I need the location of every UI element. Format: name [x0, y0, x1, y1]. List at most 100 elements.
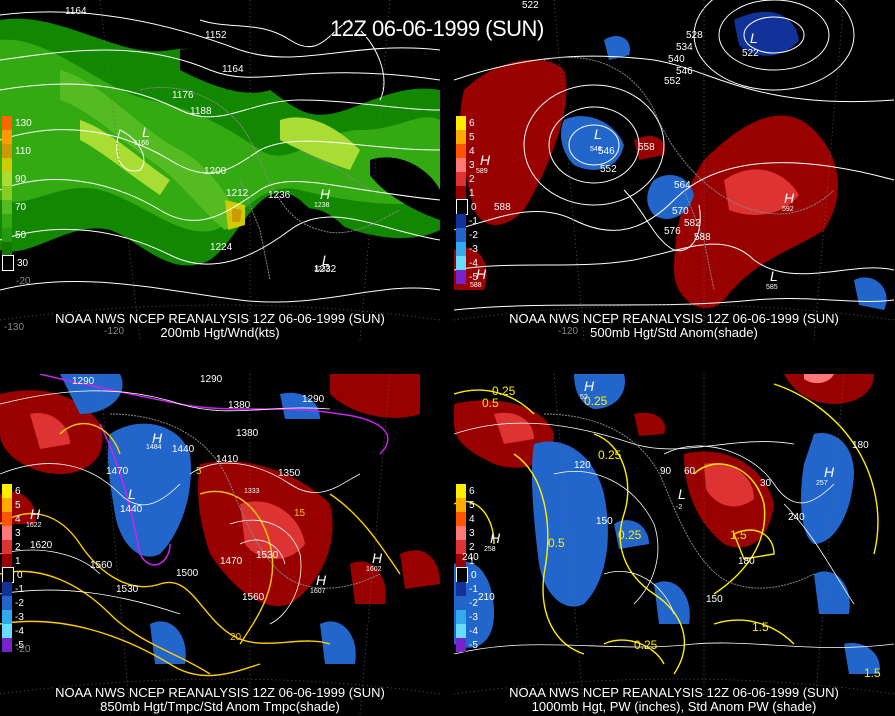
legend-label: -5 [469, 639, 478, 651]
center-value: 1232 [314, 266, 330, 273]
legend-label: 50 [15, 229, 27, 241]
legend-swatch [2, 242, 12, 256]
contour-label: 1440 [120, 504, 143, 515]
contour-label: 564 [674, 180, 691, 191]
contour-label: 120 [574, 460, 591, 471]
map-850mb [0, 374, 440, 715]
legend-label: -3 [469, 243, 478, 255]
contour-label: 1188 [190, 106, 212, 117]
center-value: 257 [816, 480, 828, 487]
low-center: L [770, 268, 778, 284]
contour-label: 1380 [236, 428, 259, 439]
anomaly-legend: 6 5 4 3 2 1 0 -1 -2 -3 -4 -5 [456, 484, 478, 652]
panel-1000mb-pw: 6 5 4 3 2 1 0 -1 -2 -3 -4 -5 0.25 0.5 0.25 0.25 0.5… [454, 374, 894, 716]
high-center: H [372, 550, 383, 566]
legend-swatch [2, 158, 12, 172]
panel-caption: NOAA NWS NCEP REANALYSIS 12Z 06-06-1999 … [454, 686, 894, 714]
legend-entry: 30 [2, 255, 32, 271]
pw-label: 0.5 [548, 536, 565, 550]
pw-label: 0.25 [634, 638, 658, 652]
legend-swatch [456, 554, 466, 568]
contour-label: 1440 [172, 444, 195, 455]
legend-swatch [2, 498, 12, 512]
center-value: 1333 [244, 488, 260, 495]
contour-label: 1530 [256, 550, 279, 561]
legend-entry: 4 [456, 512, 478, 526]
legend-swatch [2, 144, 12, 158]
contour-label: 1620 [30, 540, 53, 551]
contour-label: 210 [478, 592, 495, 603]
legend-entry: 70 [2, 200, 32, 214]
contour-label: 1212 [226, 188, 249, 199]
legend-swatch [2, 228, 12, 242]
caption-line-2: 200mb Hgt/Wnd(kts) [160, 325, 280, 340]
legend-swatch [456, 624, 466, 638]
pw-label: 0.25 [584, 394, 608, 408]
pw-label: 0.5 [482, 396, 499, 410]
contour-label: 582 [684, 218, 701, 229]
legend-entry: -1 [2, 582, 24, 596]
legend-entry: 110 [2, 144, 32, 158]
legend-label: 30 [17, 257, 29, 269]
center-value: 589 [476, 168, 488, 175]
lon-label: -130 [4, 322, 25, 333]
contour-label: 1380 [228, 400, 251, 411]
legend-swatch [2, 172, 12, 186]
panel-500mb: 6 5 4 3 2 1 0 -1 -2 -3 -4 -5 522 528 534 540 546 55… [454, 0, 894, 342]
legend-label: -1 [469, 215, 478, 227]
legend-entry: -5 [2, 638, 24, 652]
legend-entry: 6 [456, 484, 478, 498]
legend-label: -3 [15, 611, 24, 623]
contour-label: 534 [676, 42, 693, 53]
legend-swatch [456, 256, 466, 270]
legend-swatch [456, 158, 466, 172]
legend-swatch [456, 228, 466, 242]
legend-entry: -3 [456, 610, 478, 624]
legend-label: 6 [15, 485, 21, 497]
map-500mb [454, 0, 894, 341]
center-value: 1602 [366, 566, 382, 573]
legend-label: 1 [469, 187, 475, 199]
legend-label: 6 [469, 117, 475, 129]
panel-850mb: 6 5 4 3 2 1 0 -1 -2 -3 -4 -5 1290 1380 1290 1290 14… [0, 374, 440, 716]
legend-entry: 5 [456, 130, 478, 144]
legend-label: -4 [469, 257, 478, 269]
legend-swatch [456, 484, 466, 498]
low-center: L [322, 252, 330, 268]
legend-swatch [456, 512, 466, 526]
legend-swatch [2, 624, 12, 638]
page-title: 12Z 06-06-1999 (SUN) [330, 16, 544, 41]
contour-label: 180 [738, 556, 755, 567]
contour-label: 570 [672, 206, 689, 217]
high-center: H [490, 530, 501, 546]
legend-entry: 2 [456, 172, 478, 186]
legend-label: -2 [469, 597, 478, 609]
legend-entry: -4 [456, 256, 478, 270]
legend-entry: -1 [456, 582, 478, 596]
legend-swatch [2, 116, 12, 130]
contour-label: 1200 [204, 166, 227, 177]
contour-label: 522 [522, 0, 539, 11]
legend-entry: 90 [2, 172, 32, 186]
panel-caption: NOAA NWS NCEP REANALYSIS 12Z 06-06-1999 … [0, 686, 440, 714]
contour-label: 60 [684, 466, 696, 477]
legend-swatch [456, 526, 466, 540]
legend-swatch [456, 498, 466, 512]
legend-label: 5 [469, 499, 475, 511]
legend-swatch [2, 214, 12, 228]
legend-entry [2, 158, 32, 172]
wind-legend: 130 110 90 70 50 30 [2, 116, 32, 271]
contour-label: 1470 [106, 466, 129, 477]
contour-label: 1290 [302, 394, 325, 405]
legend-swatch [2, 582, 12, 596]
legend-swatch [456, 596, 466, 610]
low-center: L [678, 486, 686, 502]
caption-line-2: 500mb Hgt/Std Anom(shade) [590, 325, 758, 340]
legend-label: 4 [15, 513, 21, 525]
contour-label: 540 [668, 54, 685, 65]
high-center: H [784, 190, 795, 206]
legend-label: 2 [469, 541, 475, 553]
legend-swatch [456, 638, 466, 652]
center-value: 1622 [26, 522, 42, 529]
legend-swatch [456, 172, 466, 186]
